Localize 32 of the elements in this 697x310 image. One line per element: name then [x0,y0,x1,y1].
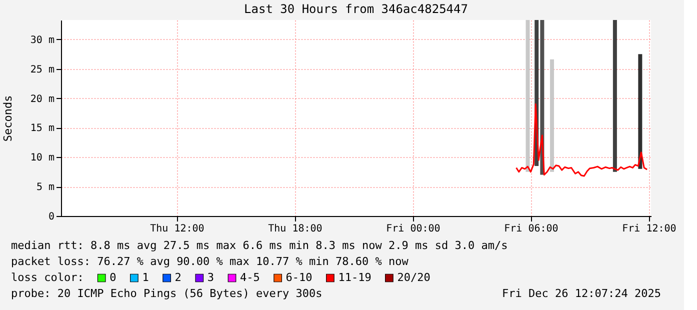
text: probe: 20 ICMP Echo Pings (56 Bytes) every 300s [11,287,322,300]
bar [526,20,530,172]
y-tick-label: 30 m [30,34,54,46]
y-tick-label: 10 m [30,152,54,164]
y-tick-label: 20 m [30,94,54,105]
x-tick-label: Fri 06:00 [504,224,558,234]
x-tick-label: Thu 12:00 [150,224,204,234]
y-tick-label: 15 m [30,123,54,134]
y-tick-label: 0 [48,212,54,222]
bar [612,20,617,172]
legend-label: 20/20 [397,271,430,284]
line-series [516,103,648,177]
x-tick-label: Fri 12:00 [622,224,676,234]
legend-label: 3 [207,271,214,284]
text: Fri Dec 26 12:07:24 2025 [502,287,661,300]
legend-label: 2 [174,271,182,284]
y-tick-label: 25 m [30,64,54,76]
x-tick-label: Thu 18:00 [268,224,322,234]
y-tick-label: 5 m [36,182,54,194]
legend-label: 0 [110,271,116,284]
legend-label: 11-19 [338,271,372,284]
x-tick-label: Fri 00:00 [386,224,440,234]
legend-label: 4-5 [240,271,260,284]
text: packet loss: 76.27 % avg 90.00 % max 10.77 % min 78.60 % now [11,255,409,268]
bar [638,54,642,169]
text: median rtt: 8.8 ms avg 27.5 ms max 6.6 ms min 8.3 ms now 2.9 ms sd 3.0 am/s [11,239,508,252]
legend-title: loss color: [11,271,84,284]
legend-label: 1 [142,271,149,284]
bar [550,59,554,172]
legend-label: 6-10 [286,271,312,284]
y-axis-title: Seconds [2,95,14,142]
chart-title: Last 30 Hours from 346ac4825447 [244,2,468,16]
